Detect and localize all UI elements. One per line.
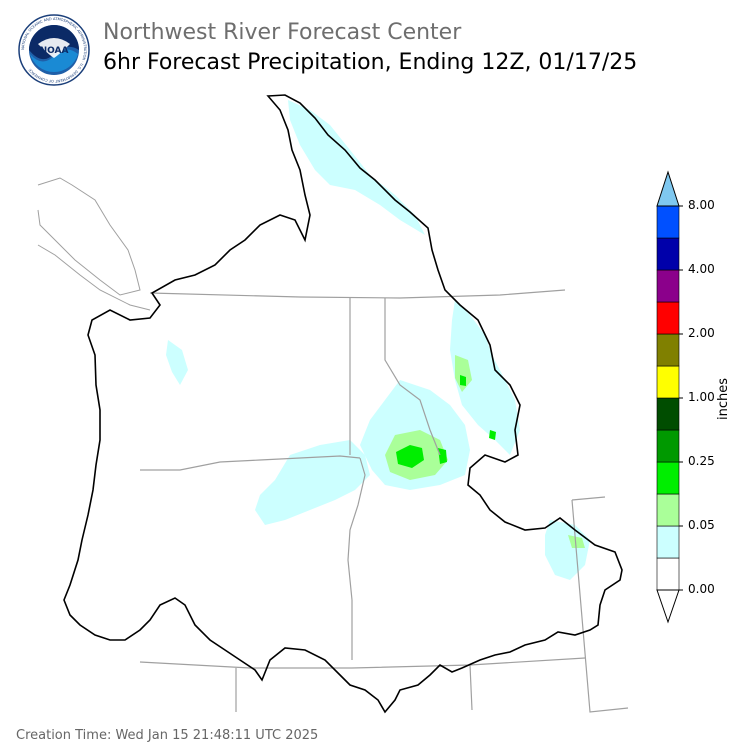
colorbar-bin-2 xyxy=(656,493,680,527)
colorbar-bin-6 xyxy=(656,365,680,399)
colorbar-tick-label: 4.00 xyxy=(688,262,715,276)
colorbar-bin-10 xyxy=(656,237,680,271)
precip-area-upper-columbia xyxy=(288,100,425,235)
precip-area-west-wa xyxy=(166,340,188,385)
colorbar-bin-8 xyxy=(656,301,680,335)
logo-center-text: NOAA xyxy=(40,46,69,56)
precip-area-heavy-2 xyxy=(438,448,447,464)
state-boundaries xyxy=(139,289,629,713)
or-id-border xyxy=(347,457,366,660)
colorbar-bin-9 xyxy=(656,269,680,303)
colorbar-tick-label: 2.00 xyxy=(688,326,715,340)
precip-area-columbia-plateau xyxy=(255,440,370,525)
colorbar-under-arrow xyxy=(656,589,680,624)
noaa-logo: NOAA NATIONAL OCEANIC AND ATMOSPHERIC AD… xyxy=(18,14,90,86)
colorbar-tick-label: 0.25 xyxy=(688,454,715,468)
map-subtitle: 6hr Forecast Precipitation, Ending 12Z, … xyxy=(103,50,638,75)
colorbar-bin-5 xyxy=(656,397,680,431)
precip-area-moderate-3 xyxy=(568,535,585,548)
colorbar-bin-11 xyxy=(656,205,680,239)
precip-area-heavy-1 xyxy=(396,445,424,468)
precip-colorbar xyxy=(656,170,683,624)
colorbar-bin-1 xyxy=(656,525,680,559)
colorbar-over-arrow xyxy=(656,170,680,207)
colorbar-bin-7 xyxy=(656,333,680,367)
colorbar-bin-4 xyxy=(656,429,680,463)
nv-ut-border xyxy=(235,664,473,712)
precip-area-heavy-3 xyxy=(460,375,466,386)
colorbar-tick-label: 1.00 xyxy=(688,390,715,404)
vancouver-island-coast xyxy=(37,177,141,296)
mt-wy-border xyxy=(571,496,629,713)
colorbar-unit-label: inches xyxy=(716,377,731,420)
colorbar-bin-3 xyxy=(656,461,680,495)
canada-border xyxy=(149,289,566,299)
colorbar-bin-0 xyxy=(656,557,680,591)
map-title: Northwest River Forecast Center xyxy=(103,20,462,45)
id-mt-border xyxy=(384,298,441,456)
bc-mainland-coast xyxy=(37,244,151,311)
forecast-basin-outline xyxy=(63,94,623,714)
colorbar-tick-label: 0.05 xyxy=(688,518,715,532)
wa-or-border xyxy=(140,455,361,471)
creation-time: Creation Time: Wed Jan 15 21:48:11 UTC 2… xyxy=(16,728,319,743)
precip-area-heavy-4 xyxy=(489,430,496,440)
colorbar-tick-label: 0.00 xyxy=(688,582,715,596)
precip-area-wyoming xyxy=(545,520,590,580)
colorbar-tick-label: 8.00 xyxy=(688,198,715,212)
or-ca-border xyxy=(139,657,586,669)
precip-area-moderate-2 xyxy=(455,355,472,392)
coastlines xyxy=(37,177,151,311)
precip-heavy-areas xyxy=(396,375,496,468)
precip-area-idaho-north xyxy=(450,300,520,455)
precip-light-areas xyxy=(166,100,590,580)
